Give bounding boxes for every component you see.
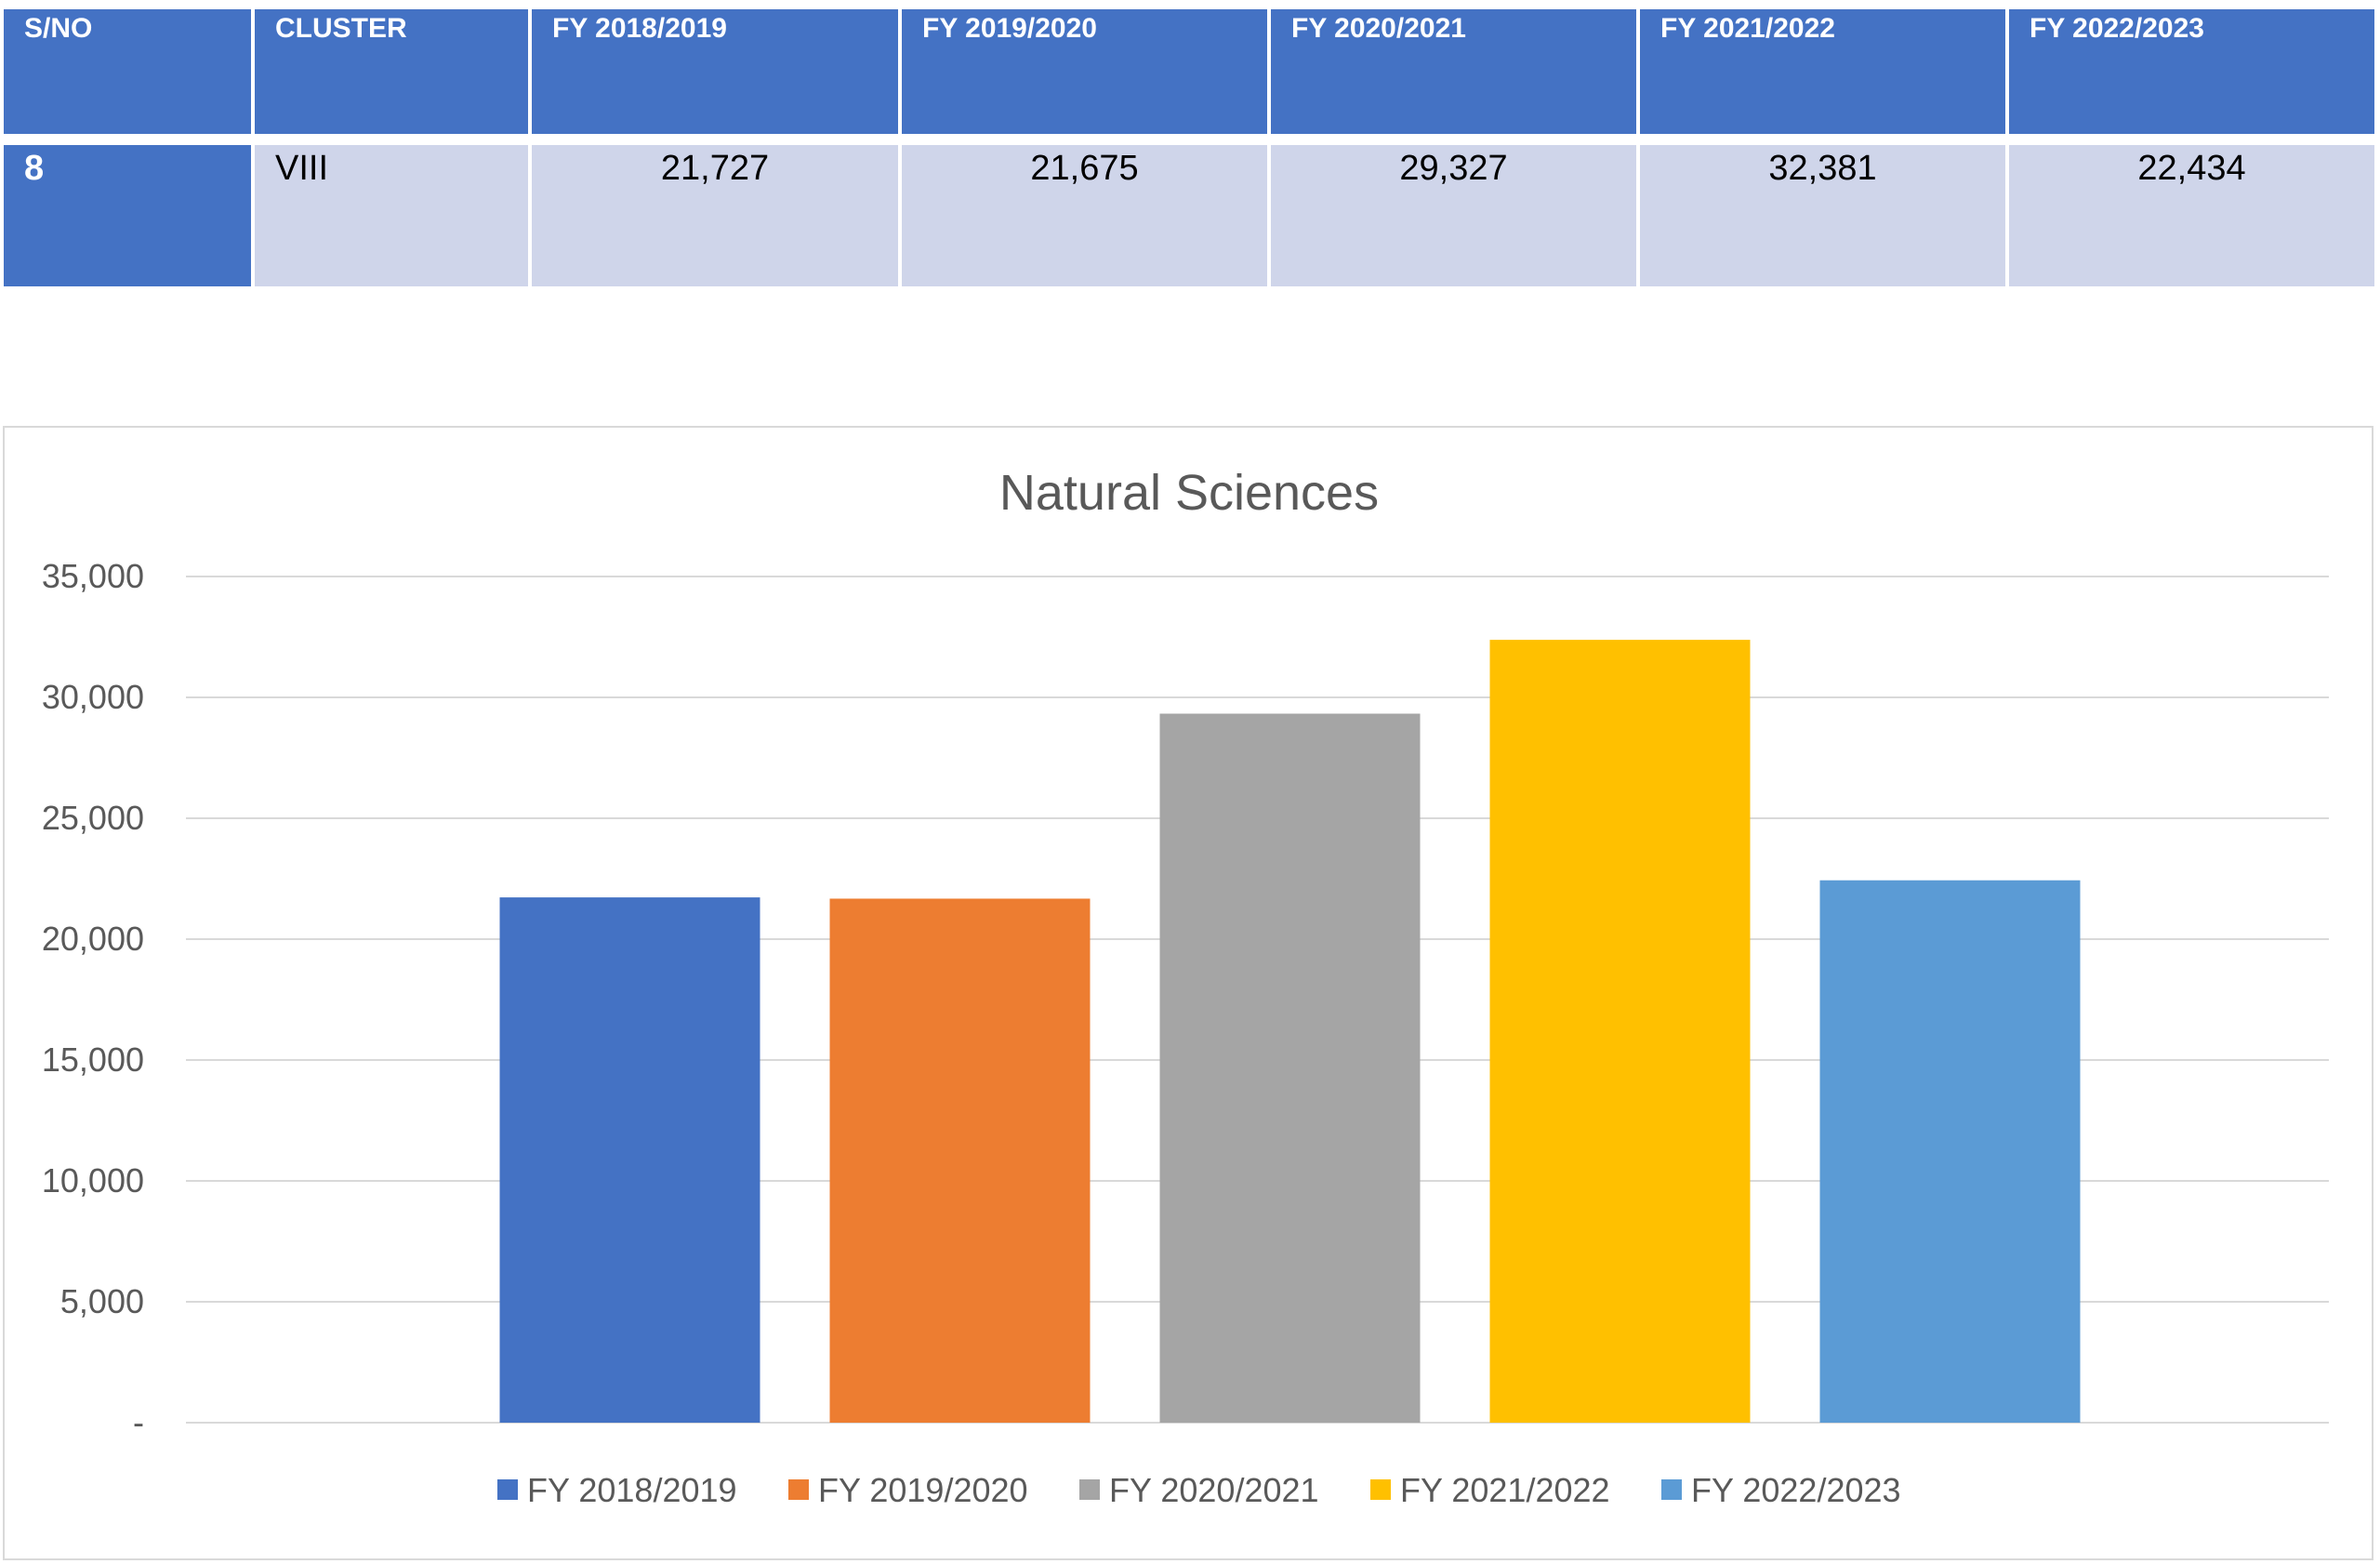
legend-swatch (788, 1479, 809, 1500)
header-fy-2019-2020: FY 2019/2020 (902, 9, 1271, 145)
cell-fy-2020-2021: 29,327 (1271, 145, 1640, 286)
legend-swatch (1370, 1479, 1391, 1500)
legend-swatch (1079, 1479, 1100, 1500)
y-tick-label: 35,000 (42, 557, 144, 595)
bar-chart: Natural Sciences - 5,000 10,000 15,000 20,00… (42, 465, 2329, 1509)
cell-cluster: VIII (255, 145, 532, 286)
legend-swatch (1661, 1479, 1682, 1500)
bar-fy-2018-2019 (499, 897, 760, 1423)
legend-label: FY 2018/2019 (527, 1471, 737, 1509)
y-tick-label: 20,000 (42, 920, 144, 958)
cell-sno: 8 (4, 145, 255, 286)
bars (499, 640, 2081, 1423)
y-axis-tick-labels: - 5,000 10,000 15,000 20,000 25,000 30,000 35,0… (42, 557, 144, 1441)
bar-fy-2020-2021 (1159, 713, 1421, 1423)
bar-fy-2021-2022 (1489, 640, 1751, 1423)
header-sno: S/NO (4, 9, 255, 145)
y-tick-label: 5,000 (60, 1282, 144, 1320)
legend: FY 2018/2019 FY 2019/2020 FY 2020/2021 FY 2… (497, 1471, 1901, 1509)
y-tick-label: 30,000 (42, 678, 144, 716)
legend-label: FY 2020/2021 (1109, 1471, 1319, 1509)
bar-fy-2022-2023 (1819, 880, 2081, 1423)
cell-fy-2021-2022: 32,381 (1640, 145, 2009, 286)
chart-title: Natural Sciences (999, 465, 1379, 521)
y-tick-label: 15,000 (42, 1040, 144, 1079)
cell-fy-2019-2020: 21,675 (902, 145, 1271, 286)
cell-fy-2018-2019: 21,727 (532, 145, 902, 286)
cell-fy-2022-2023: 22,434 (2009, 145, 2374, 286)
legend-label: FY 2021/2022 (1400, 1471, 1610, 1509)
table-row: 8 VIII 21,727 21,675 29,327 32,381 22,43… (4, 145, 2374, 286)
y-tick-label: - (133, 1403, 144, 1441)
header-fy-2018-2019: FY 2018/2019 (532, 9, 902, 145)
table-header-row: S/NO CLUSTER FY 2018/2019 FY 2019/2020 F… (4, 9, 2374, 145)
y-tick-label: 25,000 (42, 799, 144, 837)
data-table: S/NO CLUSTER FY 2018/2019 FY 2019/2020 F… (4, 9, 2374, 286)
y-tick-label: 10,000 (42, 1161, 144, 1200)
header-fy-2021-2022: FY 2021/2022 (1640, 9, 2009, 145)
legend-swatch (497, 1479, 518, 1500)
legend-label: FY 2019/2020 (818, 1471, 1028, 1509)
bar-fy-2019-2020 (829, 898, 1091, 1423)
chart-container: Natural Sciences - 5,000 10,000 15,000 20,00… (3, 426, 2373, 1560)
header-fy-2022-2023: FY 2022/2023 (2009, 9, 2374, 145)
header-cluster: CLUSTER (255, 9, 532, 145)
legend-label: FY 2022/2023 (1691, 1471, 1901, 1509)
header-fy-2020-2021: FY 2020/2021 (1271, 9, 1640, 145)
